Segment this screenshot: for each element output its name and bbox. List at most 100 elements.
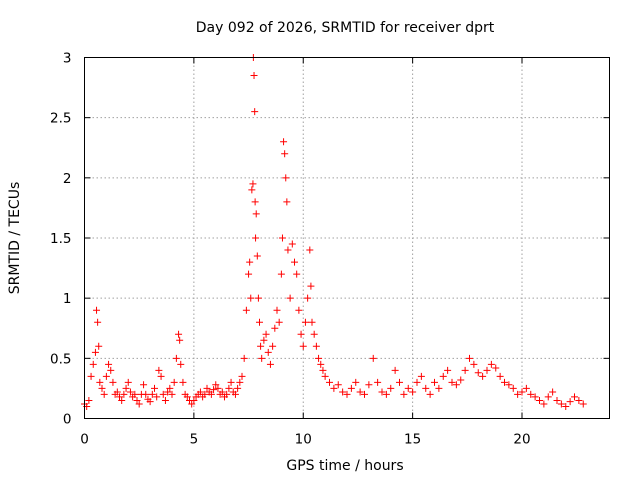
- data-point: [479, 372, 487, 380]
- y-tick-label: 1: [63, 291, 72, 307]
- data-point: [361, 390, 368, 398]
- data-point: [170, 378, 178, 386]
- data-point: [461, 366, 469, 374]
- y-tick-label: 0.5: [50, 351, 71, 367]
- data-point: [293, 270, 301, 278]
- data-point: [522, 384, 530, 392]
- data-point: [258, 354, 266, 362]
- data-point: [179, 378, 187, 386]
- y-tick-label: 3: [63, 51, 72, 67]
- data-point: [286, 294, 294, 302]
- data-point: [105, 360, 113, 368]
- data-point: [201, 390, 209, 398]
- data-point: [562, 402, 570, 410]
- data-point: [317, 360, 325, 368]
- data-point: [466, 354, 473, 362]
- data-point: [396, 378, 403, 386]
- data-point: [518, 388, 526, 396]
- data-point: [196, 388, 204, 396]
- data-point: [183, 393, 191, 401]
- data-point: [248, 186, 256, 194]
- data-point: [470, 360, 478, 368]
- x-tick-label: 10: [295, 432, 312, 448]
- data-point: [252, 210, 260, 218]
- data-point: [483, 366, 491, 374]
- data-point: [566, 398, 574, 406]
- data-point: [131, 390, 139, 398]
- data-point: [514, 390, 522, 398]
- data-point: [91, 348, 99, 356]
- chart-title: Day 092 of 2026, SRMTID for receiver dpr…: [196, 20, 495, 36]
- data-point: [118, 396, 126, 404]
- data-point: [382, 390, 390, 398]
- data-point: [227, 378, 235, 386]
- data-point: [159, 390, 167, 398]
- data-point: [231, 390, 239, 398]
- data-point: [120, 390, 128, 398]
- data-point: [151, 384, 158, 392]
- data-point: [417, 372, 425, 380]
- data-point: [234, 384, 242, 392]
- data-point: [264, 348, 272, 356]
- data-point: [242, 306, 250, 314]
- x-tick-label: 20: [513, 432, 530, 448]
- data-point: [238, 372, 246, 380]
- data-point: [431, 378, 438, 386]
- data-point: [509, 384, 517, 392]
- data-point: [275, 318, 283, 326]
- data-point: [439, 372, 447, 380]
- y-tick-label: 2: [63, 171, 72, 187]
- data-point: [207, 390, 215, 398]
- data-point: [496, 372, 504, 380]
- data-point: [245, 270, 253, 278]
- data-point: [113, 388, 121, 396]
- data-point: [330, 384, 338, 392]
- data-point: [304, 294, 312, 302]
- data-point: [168, 390, 176, 398]
- data-point: [240, 354, 248, 362]
- data-point: [501, 378, 508, 386]
- data-point: [100, 390, 108, 398]
- data-point: [155, 366, 163, 374]
- data-point: [557, 400, 565, 408]
- data-point: [126, 388, 134, 396]
- data-point: [553, 396, 561, 404]
- data-point: [299, 342, 307, 350]
- data-point: [291, 258, 298, 266]
- data-point: [161, 396, 169, 404]
- data-point: [448, 378, 456, 386]
- data-point: [426, 390, 434, 398]
- data-point: [288, 240, 296, 248]
- data-point: [176, 336, 184, 344]
- data-point: [378, 388, 386, 396]
- data-point: [188, 400, 196, 408]
- data-point: [85, 396, 93, 404]
- data-point: [374, 378, 382, 386]
- data-point: [94, 318, 102, 326]
- data-point: [253, 252, 261, 260]
- data-point: [262, 330, 270, 338]
- data-point: [89, 360, 97, 368]
- data-point: [225, 384, 233, 392]
- data-point: [116, 393, 123, 401]
- data-point: [212, 381, 220, 389]
- data-point: [153, 393, 161, 401]
- data-point: [269, 342, 277, 350]
- data-point: [347, 384, 355, 392]
- data-point: [283, 198, 291, 206]
- data-point: [343, 390, 351, 398]
- data-point: [273, 306, 281, 314]
- data-point: [107, 366, 115, 374]
- data-point: [278, 234, 286, 242]
- data-point: [218, 388, 226, 396]
- data-point: [321, 372, 329, 380]
- data-point: [365, 381, 373, 389]
- data-point: [157, 372, 165, 380]
- data-point: [87, 372, 95, 380]
- data-point: [487, 360, 495, 368]
- y-axis-label: SRMTID / TECUs: [7, 182, 23, 295]
- data-point: [133, 396, 141, 404]
- data-point: [124, 378, 132, 386]
- data-point: [369, 354, 377, 362]
- data-point: [435, 384, 443, 392]
